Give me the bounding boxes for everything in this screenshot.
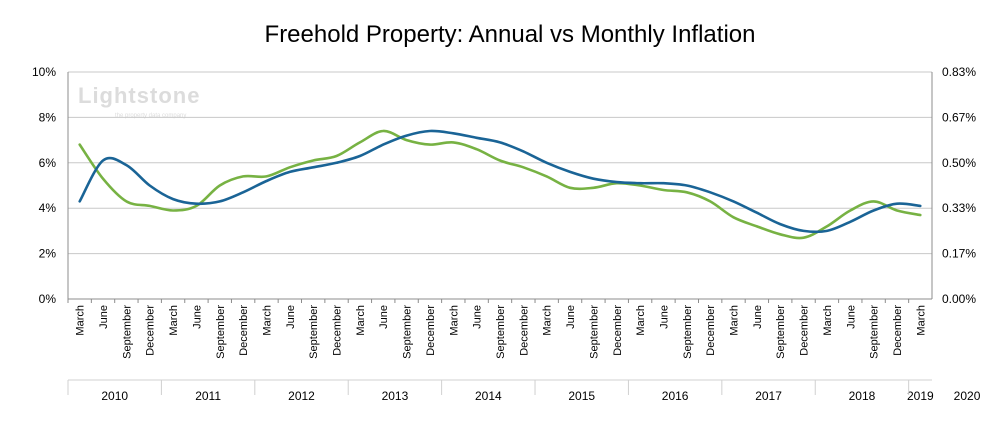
x-tick-label: September: [775, 305, 787, 359]
y-right-tick-label: 0.33%: [942, 201, 976, 215]
x-tick-label: June: [98, 305, 110, 329]
y-right-tick-label: 0.00%: [942, 292, 976, 306]
x-tick-label: September: [121, 305, 133, 359]
x-tick-label: December: [425, 305, 437, 356]
x-tick-label: September: [402, 305, 414, 359]
x-tick-label: December: [145, 305, 157, 356]
year-label: 2014: [475, 389, 502, 403]
y-right-tick-label: 0.67%: [942, 110, 976, 124]
x-tick-label: December: [518, 305, 530, 356]
x-tick-label: June: [752, 305, 764, 329]
x-tick-label: March: [448, 305, 460, 336]
year-label: 2017: [755, 389, 782, 403]
y-left-tick-label: 8%: [39, 110, 57, 124]
x-tick-label: September: [308, 305, 320, 359]
x-tick-label: September: [215, 305, 227, 359]
year-label: 2016: [662, 389, 689, 403]
y-right-tick-label: 0.50%: [942, 156, 976, 170]
x-tick-label: September: [869, 305, 881, 359]
year-label: 2020: [954, 389, 981, 403]
year-label: 2019: [907, 389, 934, 403]
year-label: 2013: [382, 389, 409, 403]
x-tick-label: June: [285, 305, 297, 329]
x-tick-label: March: [75, 305, 87, 336]
x-tick-label: June: [565, 305, 577, 329]
year-label: 2018: [849, 389, 876, 403]
x-tick-label: March: [355, 305, 367, 336]
x-tick-label: March: [168, 305, 180, 336]
x-tick-label: March: [915, 305, 927, 336]
year-label: 2012: [288, 389, 315, 403]
x-tick-label: March: [729, 305, 741, 336]
watermark-brand: Lightstone: [78, 83, 200, 108]
y-left-tick-label: 10%: [32, 65, 56, 79]
x-tick-label: March: [822, 305, 834, 336]
year-label: 2015: [568, 389, 595, 403]
x-tick-label: June: [658, 305, 670, 329]
y-left-tick-label: 4%: [39, 201, 57, 215]
y-left-tick-label: 2%: [39, 247, 57, 261]
x-tick-label: December: [705, 305, 717, 356]
x-tick-label: March: [542, 305, 554, 336]
y-right-tick-label: 0.83%: [942, 65, 976, 79]
x-tick-label: June: [191, 305, 203, 329]
year-label: 2010: [101, 389, 128, 403]
x-tick-label: September: [495, 305, 507, 359]
x-tick-label: September: [682, 305, 694, 359]
series-line-annual: [78, 129, 922, 234]
watermark-logo: Lightstone the property data company: [78, 83, 200, 119]
y-right-tick-label: 0.17%: [942, 247, 976, 261]
x-tick-label: December: [332, 305, 344, 356]
x-tick-label: December: [612, 305, 624, 356]
x-tick-label: December: [892, 305, 904, 356]
watermark-tagline: the property data company: [115, 113, 186, 119]
y-left-tick-label: 0%: [39, 292, 57, 306]
x-tick-label: March: [261, 305, 273, 336]
x-tick-label: March: [635, 305, 647, 336]
y-left-tick-label: 6%: [39, 156, 57, 170]
year-label: 2011: [195, 389, 221, 403]
x-tick-label: September: [588, 305, 600, 359]
chart-title: Freehold Property: Annual vs Monthly Inf…: [265, 21, 756, 48]
x-tick-label: December: [799, 305, 811, 356]
x-tick-label: December: [238, 305, 250, 356]
x-tick-label: June: [378, 305, 390, 329]
x-tick-label: June: [472, 305, 484, 329]
plot-area: 0% 0.00% 2% 0.17% 4% 0.33% 6% 0.50% 8% 0.67% 10% 0.…: [32, 65, 981, 403]
x-tick-label: June: [845, 305, 857, 329]
series-line-monthly: [78, 129, 922, 240]
